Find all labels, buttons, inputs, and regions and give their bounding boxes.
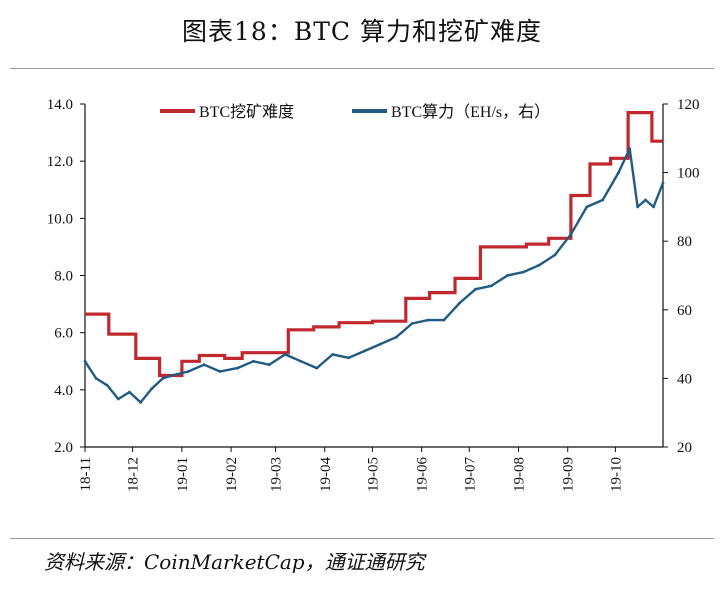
- hashrate-point: [553, 253, 557, 257]
- hashrate-point: [521, 270, 525, 274]
- chart-axes: 2.0 4.0 6.0 8.0 10.0 12.0 14.0 20 40 60 80 100 120 18…: [47, 97, 700, 492]
- left-y-tick-label: 12.0: [47, 154, 73, 170]
- difficulty-series-line: [85, 111, 663, 378]
- hashrate-point: [218, 370, 222, 373]
- x-tick-label: 19-01: [175, 457, 191, 492]
- hashrate-point: [139, 401, 143, 404]
- hashrate-point: [442, 318, 446, 322]
- source-note: 资料来源：CoinMarketCap，通证通研究: [44, 550, 425, 574]
- hashrate-point: [569, 232, 573, 236]
- chart-legend: BTC挖矿难度 BTC算力（EH/s，右）: [160, 102, 550, 121]
- hashrate-point: [128, 390, 131, 394]
- hashrate-point: [331, 353, 335, 356]
- left-y-tick-label: 8.0: [54, 269, 73, 285]
- right-y-tick-label: 40: [677, 371, 692, 387]
- x-tick-label: 19-03: [269, 457, 285, 492]
- hashrate-point: [410, 322, 414, 325]
- x-tick-label: 19-05: [365, 457, 381, 492]
- hashrate-point: [299, 359, 303, 363]
- hashrate-point: [458, 301, 462, 305]
- x-tick-label: 19-07: [462, 457, 478, 492]
- x-tick-label: 19-04: [318, 457, 334, 492]
- x-tick-label: 19-02: [224, 457, 240, 492]
- left-y-tick-label: 2.0: [54, 440, 73, 456]
- source-divider: [10, 538, 714, 539]
- right-y-tick-label: 100: [677, 166, 700, 182]
- hashrate-point: [628, 147, 632, 151]
- right-y-tick-label: 120: [677, 97, 700, 113]
- hashrate-point: [506, 274, 509, 277]
- hashrate-point: [585, 205, 589, 209]
- hashrate-point: [251, 359, 255, 363]
- legend-difficulty-label: BTC挖矿难度: [199, 103, 294, 121]
- title-divider: [10, 68, 714, 69]
- hashrate-point: [636, 205, 639, 209]
- hashrate-point: [94, 377, 98, 380]
- legend-hashrate-label: BTC算力（EH/s，右）: [391, 102, 550, 121]
- x-tick-label: 19-10: [608, 457, 624, 492]
- hashrate-point: [315, 366, 319, 370]
- hashrate-point: [267, 363, 271, 367]
- hashrate-point: [172, 373, 176, 377]
- hashrate-point: [236, 366, 239, 370]
- hashrate-point: [537, 263, 541, 267]
- hashrate-point: [347, 356, 350, 360]
- hashrate-point: [105, 383, 109, 387]
- hashrate-point: [83, 359, 87, 363]
- chart-plot-area: [83, 111, 665, 404]
- hashrate-point: [474, 287, 477, 291]
- chart-title: 图表18：BTC 算力和挖矿难度: [182, 17, 542, 46]
- hashrate-point: [617, 171, 620, 175]
- hashrate-point: [186, 370, 190, 373]
- hashrate-point: [652, 205, 655, 209]
- right-y-tick-label: 60: [677, 303, 692, 319]
- hashrate-point: [426, 318, 430, 322]
- right-y-tick-label: 80: [677, 234, 692, 250]
- x-tick-label: 18-12: [126, 457, 142, 492]
- hashrate-series-line: [83, 147, 665, 404]
- btc-hashrate-difficulty-chart: 2.0 4.0 6.0 8.0 10.0 12.0 14.0 20 40 60 80 100 120 18…: [47, 97, 700, 492]
- hashrate-point: [283, 353, 287, 356]
- hashrate-point: [644, 198, 647, 202]
- hashrate-point: [379, 342, 382, 346]
- left-y-tick-label: 14.0: [47, 97, 73, 113]
- left-y-tick-label: 6.0: [54, 326, 73, 342]
- hashrate-point: [394, 335, 398, 339]
- hashrate-point: [150, 387, 154, 391]
- hashrate-point: [601, 198, 605, 202]
- hashrate-point: [363, 349, 366, 353]
- x-tick-label: 19-09: [561, 457, 577, 492]
- right-y-tick-label: 20: [677, 440, 692, 456]
- left-y-tick-label: 10.0: [47, 211, 73, 227]
- left-y-tick-label: 4.0: [54, 383, 73, 399]
- hashrate-point: [116, 397, 120, 401]
- hashrate-point: [202, 363, 206, 367]
- x-tick-label: 19-06: [415, 457, 431, 492]
- hashrate-point: [490, 284, 493, 288]
- hashrate-point: [661, 181, 665, 185]
- x-tick-label: 19-08: [512, 457, 528, 492]
- hashrate-point: [161, 377, 165, 380]
- x-tick-label: 18-11: [78, 457, 94, 491]
